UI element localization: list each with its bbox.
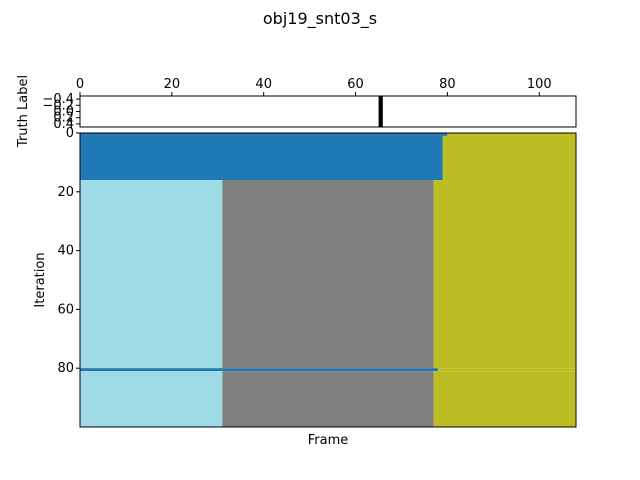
top-x-axis: 0 20 40 60 80 100	[76, 77, 552, 96]
y-tick-label: 20	[57, 185, 74, 200]
heatmap-cell-block	[433, 180, 576, 369]
heatmap-cell-block	[438, 368, 576, 372]
truth-marker	[378, 96, 383, 127]
truth-label-panel: 0 20 40 60 80 100 −0.4−0.20.00.20.4 Truth Lab…	[16, 75, 577, 148]
heatmap-cell-block	[442, 135, 576, 181]
heatmap-cell-block	[222, 371, 434, 427]
x-tick-label: 80	[439, 77, 456, 92]
truth-plot-area	[79, 95, 577, 128]
y-tick-label: 0.4	[53, 117, 74, 132]
y-tick-label: 0.2	[53, 111, 74, 126]
heatmap-cell-block	[447, 133, 576, 136]
heatmap-cell-block	[222, 180, 434, 369]
heatmap-frame	[79, 132, 577, 428]
heatmap-cells	[80, 133, 576, 427]
frame-axis-title: Frame	[308, 433, 349, 448]
x-tick-label: 0	[76, 77, 84, 92]
y-tick-label: 0	[66, 126, 74, 141]
heatmap-cell-block	[433, 371, 576, 427]
x-tick-label: 60	[347, 77, 364, 92]
heatmap-cell-block	[80, 368, 439, 372]
heatmap-cell-block	[80, 133, 448, 136]
truth-y-axis: −0.4−0.20.00.20.4	[42, 92, 80, 132]
heatmap-cell-block	[80, 371, 223, 427]
x-tick-label: 100	[527, 77, 552, 92]
iteration-y-axis: 0 20 40 60 80	[57, 126, 80, 376]
y-tick-label: 0.0	[53, 105, 74, 120]
x-tick-label: 40	[255, 77, 272, 92]
heatmap-cell-block	[80, 135, 443, 181]
y-tick-label: 80	[57, 361, 74, 376]
truth-label-axis-title: Truth Label	[16, 75, 31, 148]
y-tick-label: −0.4	[42, 92, 74, 107]
x-tick-label: 20	[164, 77, 181, 92]
iteration-heatmap-panel: 0 20 40 60 80 Frame Iteration	[33, 126, 577, 448]
y-tick-label: 40	[57, 244, 74, 259]
heatmap-cell-block	[80, 180, 223, 369]
chart-title: obj19_snt03_s	[263, 9, 377, 29]
y-tick-label: 60	[57, 302, 74, 317]
y-tick-label: −0.2	[42, 98, 74, 113]
iteration-axis-title: Iteration	[33, 252, 48, 307]
